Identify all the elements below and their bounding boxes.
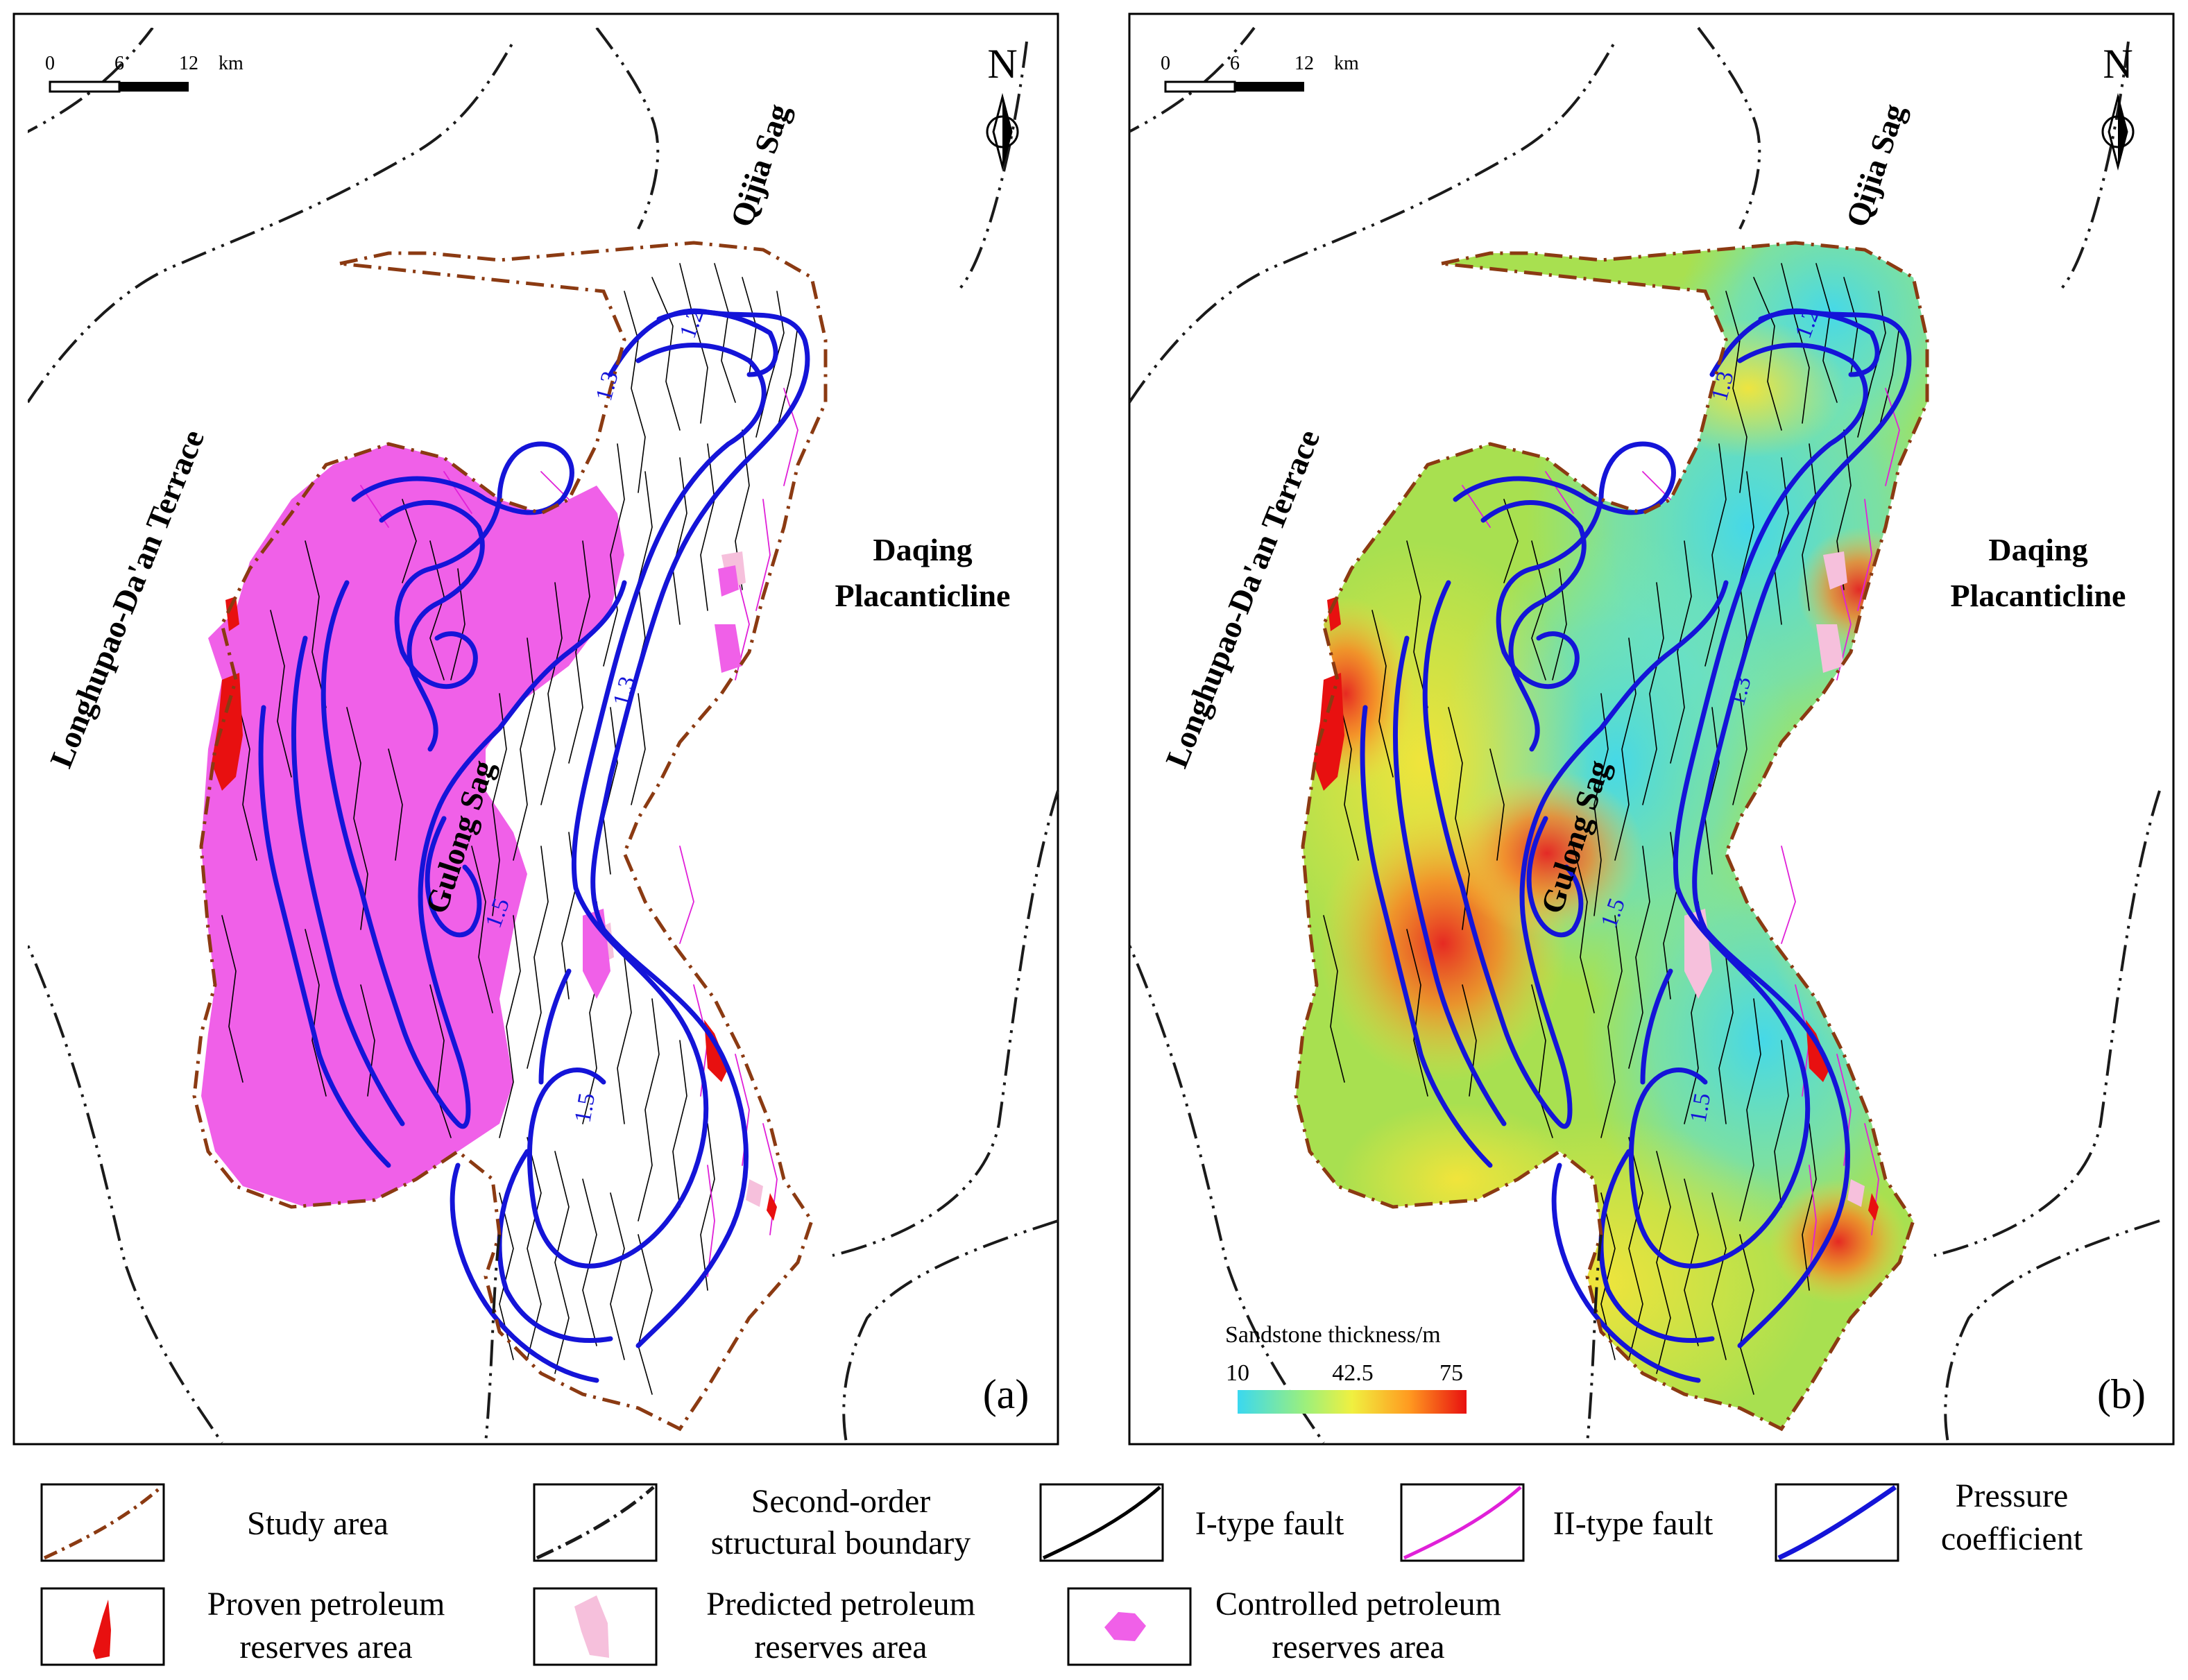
svg-text:I-type fault: I-type fault (1195, 1505, 1344, 1542)
colorbar-title: Sandstone thickness/m (1225, 1322, 1441, 1348)
legend-item-study-area: Study area (40, 1483, 388, 1562)
predicted-reserves-patch (1847, 1179, 1865, 1207)
svg-text:Pressure: Pressure (1956, 1477, 2069, 1514)
scale-bar: 0 6 12 km (45, 53, 243, 93)
svg-text:Proven petroleum: Proven petroleum (207, 1586, 445, 1622)
panel-letter: (b) (2097, 1371, 2146, 1417)
scale-tick: 12 (179, 53, 198, 74)
legend: Study area Second-order structural bound… (40, 1477, 2083, 1666)
controlled-reserves-region (201, 444, 624, 1207)
legend-item-predicted-reserves: Predicted petroleum reserves area (533, 1586, 975, 1666)
legend-item-i-type-fault: I-type fault (1039, 1483, 1344, 1562)
colorbar-tick: 75 (1439, 1360, 1463, 1386)
north-arrow-icon: N (986, 41, 1019, 171)
label-daqing-2: Placanticline (835, 578, 1011, 613)
svg-text:Study area: Study area (247, 1505, 388, 1542)
svg-text:Second-order: Second-order (751, 1483, 931, 1520)
svg-text:II-type fault: II-type fault (1553, 1505, 1713, 1542)
contour-label: 1.5 (1685, 1091, 1716, 1124)
svg-text:Predicted petroleum: Predicted petroleum (706, 1586, 975, 1622)
legend-item-ii-type-fault: II-type fault (1400, 1483, 1713, 1562)
predicted-reserves-patch (1823, 551, 1847, 590)
proven-reserves-patch (212, 673, 243, 791)
label-daqing-2: Placanticline (1951, 578, 2126, 613)
scale-tick: 6 (1230, 53, 1240, 74)
colorbar-tick: 42.5 (1332, 1360, 1374, 1386)
north-label: N (987, 41, 1017, 87)
legend-item-pressure-coefficient: Pressure coefficient (1775, 1477, 2083, 1562)
scale-tick: 6 (114, 53, 124, 74)
svg-text:reserves area: reserves area (1272, 1629, 1444, 1665)
proven-reserves-patch (767, 1193, 777, 1221)
scale-tick: 0 (45, 53, 55, 74)
colorbar-tick: 10 (1226, 1360, 1249, 1386)
proven-reserves-patch (1327, 597, 1341, 631)
svg-text:reserves area: reserves area (239, 1629, 412, 1665)
scale-bar: 0 6 12 km (1161, 53, 1359, 93)
svg-text:reserves area: reserves area (754, 1629, 927, 1665)
controlled-reserves-patch (715, 624, 742, 673)
predicted-reserves-patch (1816, 624, 1844, 673)
svg-text:coefficient: coefficient (1941, 1520, 2083, 1557)
contour-label: 1.5 (570, 1091, 600, 1124)
proven-reserves-patch (1868, 1193, 1879, 1221)
controlled-reserves-patch (718, 565, 739, 597)
label-daqing-1: Daqing (873, 532, 972, 567)
north-label: N (2103, 41, 2133, 87)
legend-item-structural-boundary: Second-order structural boundary (533, 1483, 971, 1562)
svg-text:structural boundary: structural boundary (711, 1525, 971, 1561)
proven-reserves-patch (225, 597, 239, 631)
scale-unit: km (1334, 53, 1359, 74)
panel-a: 0 6 12 km N Longhupao-Da'an Terrace Qiji… (12, 12, 1059, 1446)
scale-unit: km (219, 53, 243, 74)
svg-text:Controlled petroleum: Controlled petroleum (1215, 1586, 1501, 1622)
scale-tick: 12 (1294, 53, 1314, 74)
label-daqing-1: Daqing (1988, 532, 2087, 567)
north-arrow-icon: N (2101, 41, 2135, 171)
thickness-colorbar: Sandstone thickness/m 10 42.5 75 (1225, 1322, 1467, 1414)
proven-reserves-patch (1313, 673, 1344, 791)
legend-item-controlled-reserves: Controlled petroleum reserves area (1067, 1586, 1501, 1666)
predicted-reserves-patch (746, 1179, 763, 1207)
scale-tick: 0 (1161, 53, 1170, 74)
legend-item-proven-reserves: Proven petroleum reserves area (40, 1586, 445, 1666)
panel-letter: (a) (983, 1371, 1029, 1417)
panel-b: 0 6 12 km N Longhupao-Da'an Terrace Qiji… (1128, 12, 2175, 1446)
